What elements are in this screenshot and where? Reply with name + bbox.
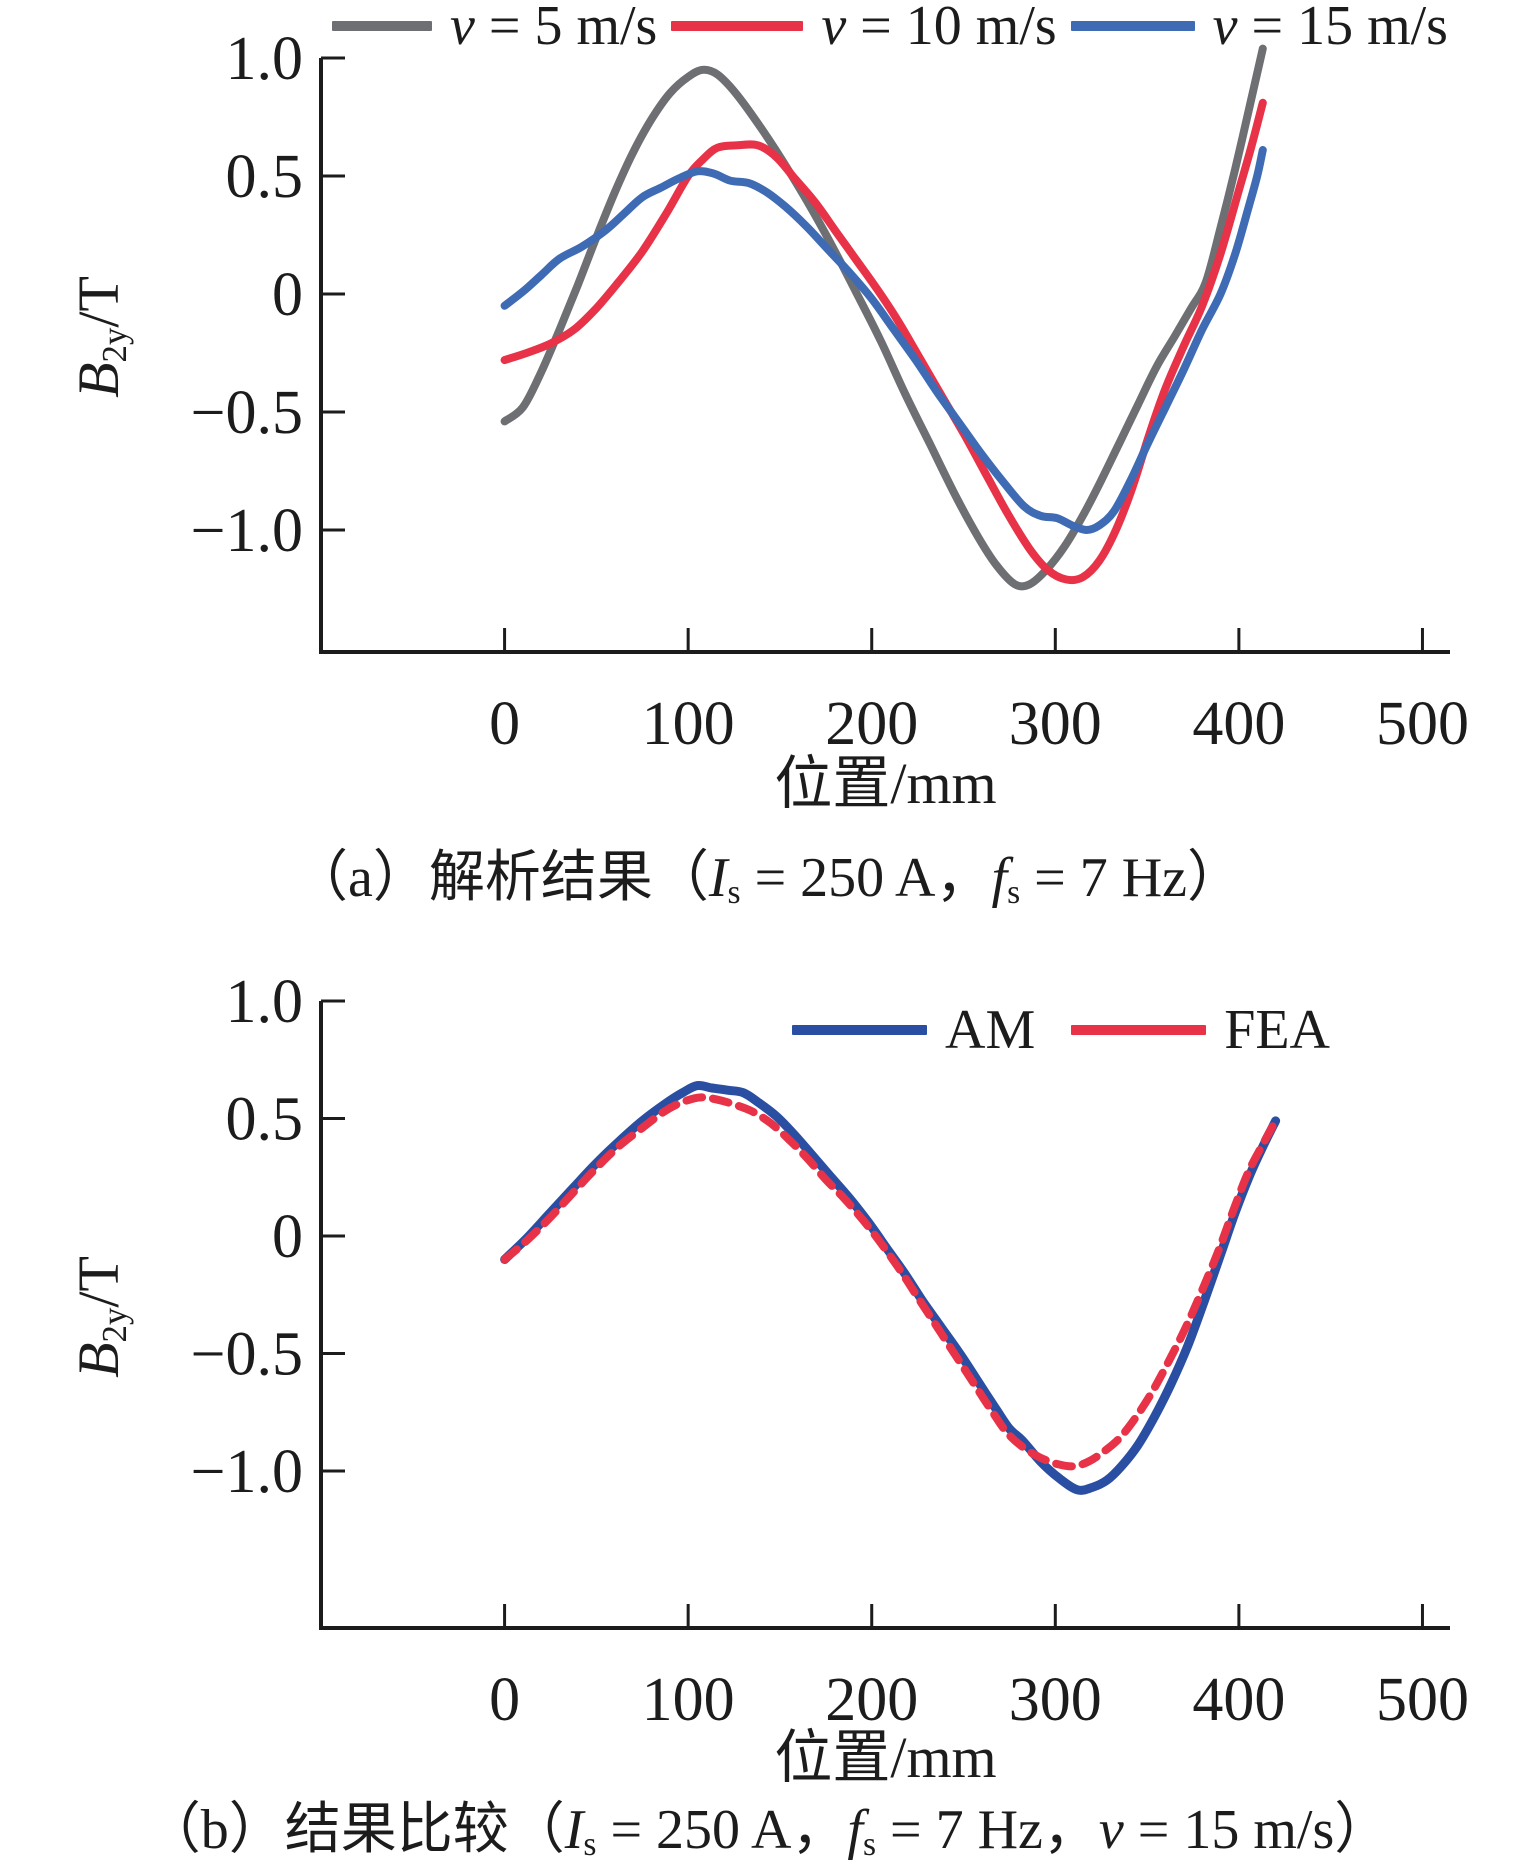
legend-a-item: v = 5 m/s bbox=[332, 0, 657, 58]
text-run: I bbox=[708, 847, 728, 909]
x-axis-label-a: 位置/mm bbox=[774, 751, 997, 816]
text-run: = 250 A， bbox=[596, 1799, 848, 1861]
legend-line-swatch bbox=[792, 1025, 927, 1035]
chart-b-series-fea bbox=[500, 1093, 1280, 1471]
chart-a-x-tick-label: 0 bbox=[489, 690, 520, 758]
chart-a-series-v-15-m-s bbox=[500, 146, 1267, 534]
chart-a-y-tick-label: −0.5 bbox=[191, 379, 303, 447]
legend-a-item: v = 10 m/s bbox=[671, 0, 1057, 58]
text-run: /T bbox=[66, 1256, 131, 1308]
text-run: v bbox=[1212, 0, 1238, 57]
y-axis-label-a: B2y/T bbox=[66, 232, 134, 442]
chart-a-y-tick-label: 0 bbox=[272, 261, 303, 329]
chart-a-axis bbox=[319, 58, 1450, 654]
text-run: = 7 Hz， bbox=[876, 1799, 1099, 1861]
text-run: FEA bbox=[1224, 999, 1330, 1061]
chart-a-x-tick-label: 100 bbox=[642, 690, 735, 758]
text-run: AM bbox=[945, 999, 1036, 1061]
chart-b-x-tick-label: 400 bbox=[1192, 1666, 1285, 1734]
text-run: s bbox=[727, 874, 741, 912]
text-run: B bbox=[66, 1342, 131, 1378]
chart-b-x-tick-label: 0 bbox=[489, 1666, 520, 1734]
text-run: v bbox=[821, 0, 847, 57]
chart-b-x-tick-label: 100 bbox=[642, 1666, 735, 1734]
legend-chart-b: AM FEA bbox=[792, 999, 1330, 1061]
text-run: v bbox=[450, 0, 475, 57]
text-run: = 250 A， bbox=[740, 847, 992, 909]
chart-b-x-tick-label: 500 bbox=[1376, 1666, 1469, 1734]
y-axis-label-b: B2y/T bbox=[66, 1212, 134, 1422]
text-run: s bbox=[1007, 874, 1021, 912]
legend-line-swatch bbox=[1070, 21, 1195, 31]
chart-b-x-tick-label: 300 bbox=[1009, 1666, 1102, 1734]
text-run: = 5 m/s bbox=[474, 0, 658, 57]
text-run: = 15 m/s bbox=[1237, 0, 1448, 57]
chart-b-y-tick-label: −1.0 bbox=[191, 1438, 303, 1506]
text-run: s bbox=[862, 1826, 877, 1864]
legend-line-swatch bbox=[671, 21, 804, 31]
text-run: I bbox=[564, 1799, 584, 1861]
text-run: 2y bbox=[94, 327, 134, 363]
text-run: /T bbox=[66, 276, 131, 328]
caption-b: （b）结果比较（Is = 250 A，fs = 7 Hz，v = 15 m/s） bbox=[0, 1798, 1535, 1864]
chart-b-y-tick-label: −0.5 bbox=[191, 1321, 303, 1389]
chart-a-x-tick-label: 400 bbox=[1192, 690, 1285, 758]
text-run: f bbox=[847, 1799, 863, 1861]
x-axis-label-b: 位置/mm bbox=[774, 1725, 997, 1790]
chart-a-x-tick-label: 500 bbox=[1376, 690, 1469, 758]
legend-chart-a: v = 5 m/s v = 10 m/s v = 15 m/s bbox=[332, 0, 1448, 57]
legend-line-swatch bbox=[332, 21, 432, 31]
text-run: （b）结果比较（ bbox=[144, 1799, 565, 1861]
legend-line-swatch bbox=[1071, 1025, 1207, 1035]
legend-label: v = 10 m/s bbox=[821, 0, 1056, 58]
text-run: f bbox=[991, 847, 1008, 909]
legend-label: AM bbox=[945, 998, 1035, 1062]
chart-a-y-tick-label: −1.0 bbox=[191, 497, 303, 565]
text-run: 2y bbox=[94, 1307, 134, 1343]
chart-a-x-tick-label: 300 bbox=[1009, 690, 1102, 758]
chart-a-x-tick-label: 200 bbox=[825, 690, 918, 758]
text-run: = 10 m/s bbox=[846, 0, 1057, 57]
chart-b-axis bbox=[319, 1001, 1450, 1630]
text-run: B bbox=[66, 362, 131, 398]
legend-label: v = 5 m/s bbox=[450, 0, 657, 58]
chart-a-y-tick-label: 1.0 bbox=[226, 25, 304, 93]
text-run: = 7 Hz） bbox=[1020, 847, 1244, 909]
chart-a-y-tick-label: 0.5 bbox=[226, 143, 304, 211]
chart-b-y-tick-label: 1.0 bbox=[226, 968, 304, 1036]
text-run: （a）解析结果（ bbox=[291, 847, 709, 909]
chart-b-y-tick-label: 0 bbox=[272, 1203, 303, 1271]
chart-a-series-v-10-m-s bbox=[500, 98, 1267, 585]
chart-b-x-tick-label: 200 bbox=[825, 1666, 918, 1734]
chart-b-y-tick-label: 0.5 bbox=[226, 1086, 304, 1154]
legend-label: v = 15 m/s bbox=[1213, 0, 1448, 58]
text-run: s bbox=[583, 1826, 597, 1864]
text-run: v bbox=[1098, 1799, 1124, 1861]
legend-a-item: v = 15 m/s bbox=[1070, 0, 1448, 58]
legend-b-item: FEA bbox=[1071, 998, 1330, 1062]
caption-a: （a）解析结果（Is = 250 A，fs = 7 Hz） bbox=[0, 846, 1535, 912]
legend-label: FEA bbox=[1224, 998, 1330, 1062]
legend-b-item: AM bbox=[792, 998, 1035, 1062]
chart-a-series-v-5-m-s bbox=[500, 44, 1267, 591]
text-run: = 15 m/s） bbox=[1123, 1799, 1391, 1861]
